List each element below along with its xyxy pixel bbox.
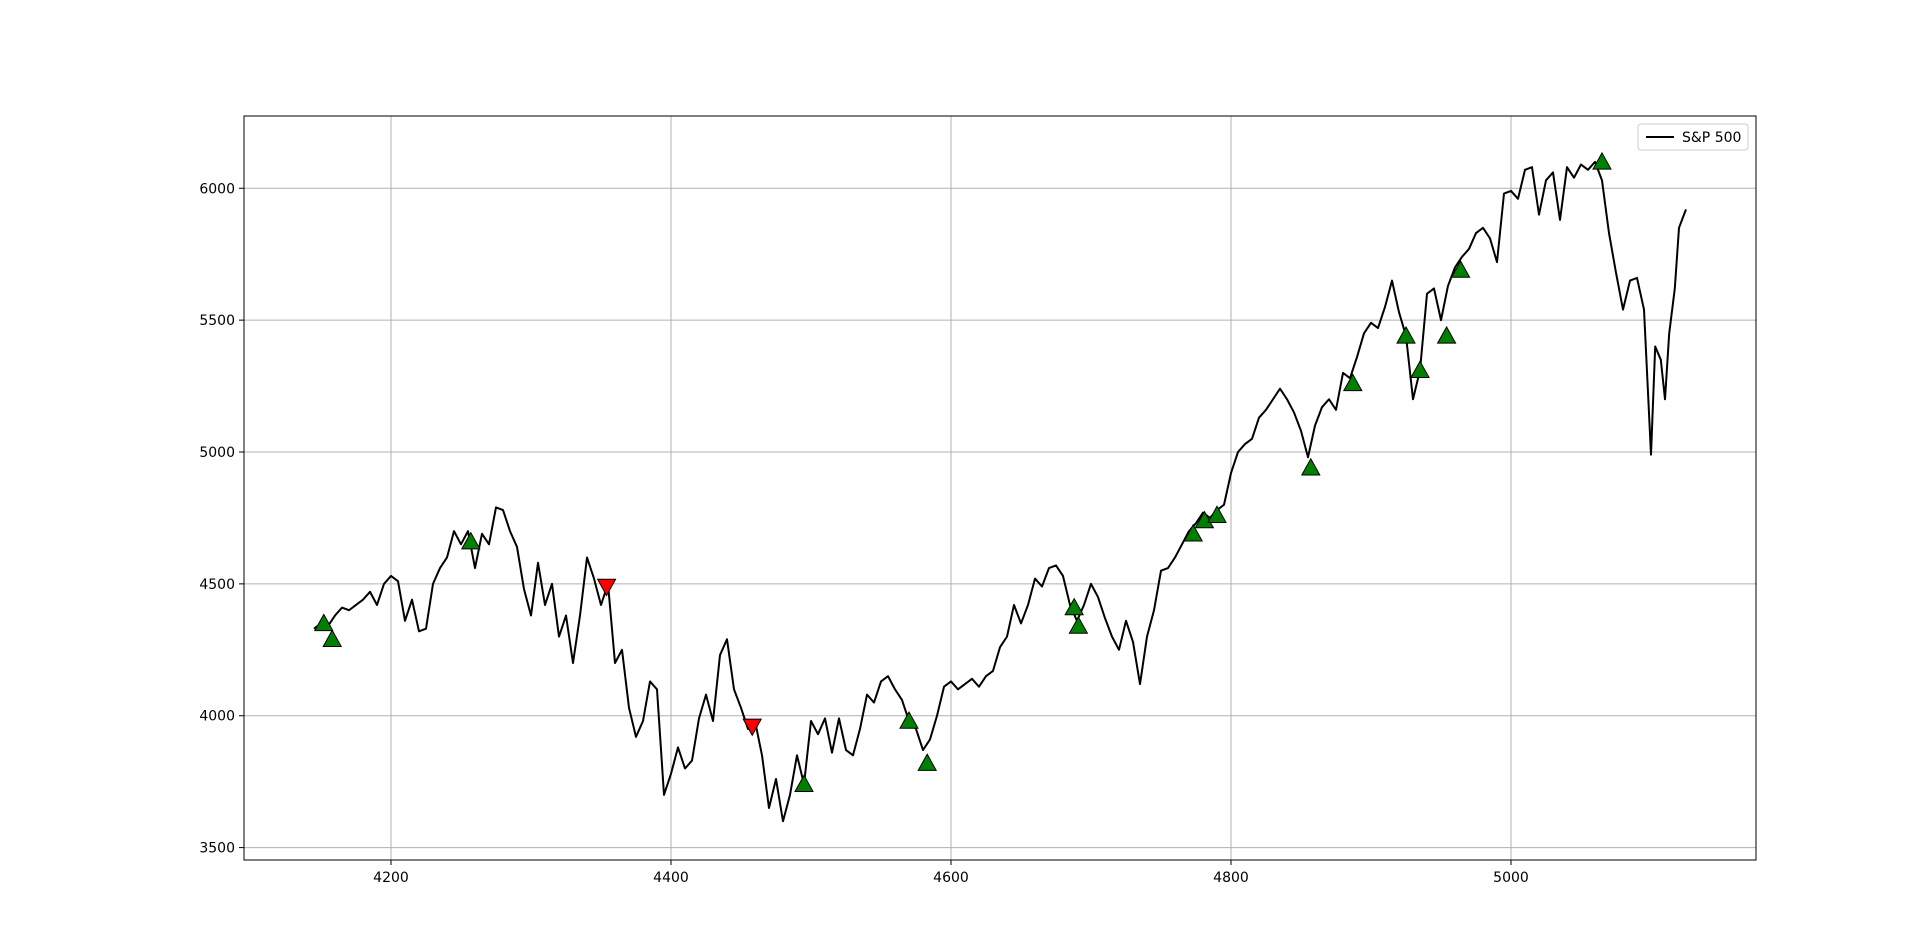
y-tick-label: 6000 <box>199 181 235 197</box>
x-tick-label: 4600 <box>933 870 969 886</box>
buy-marker <box>1064 597 1085 616</box>
buy-marker <box>794 774 814 793</box>
y-tick-label: 4000 <box>199 709 235 725</box>
buy-marker <box>1592 151 1612 170</box>
buy-marker <box>1068 616 1089 634</box>
legend-box <box>1637 123 1749 151</box>
buy-marker <box>1342 373 1363 392</box>
x-tick-label: 5000 <box>1493 870 1529 886</box>
y-tick-label: 3500 <box>199 841 235 857</box>
x-tick-label: 4800 <box>1213 870 1249 886</box>
buy-marker <box>1183 523 1204 542</box>
series-line <box>313 160 1687 823</box>
y-tick-label: 5500 <box>199 313 235 329</box>
buy-marker <box>322 629 343 647</box>
x-tick-label: 4200 <box>373 870 409 886</box>
sell-marker <box>742 718 763 737</box>
buy-marker <box>460 531 481 550</box>
buy-marker <box>1410 360 1430 378</box>
y-tick-label: 4500 <box>199 577 235 593</box>
buy-marker <box>1300 457 1321 476</box>
plot-frame <box>243 115 1757 861</box>
buy-marker <box>1207 505 1227 523</box>
legend-label: S&P 500 <box>1682 130 1741 146</box>
sell-marker <box>596 578 617 597</box>
x-tick-label: 4400 <box>653 870 689 886</box>
buy-marker <box>1396 325 1416 344</box>
buy-marker <box>899 710 919 729</box>
buy-marker <box>1450 259 1471 278</box>
buy-marker <box>313 613 334 632</box>
buy-marker <box>1436 325 1457 344</box>
buy-marker <box>1194 510 1215 529</box>
buy-marker <box>917 753 938 771</box>
y-tick-label: 5000 <box>199 445 235 461</box>
